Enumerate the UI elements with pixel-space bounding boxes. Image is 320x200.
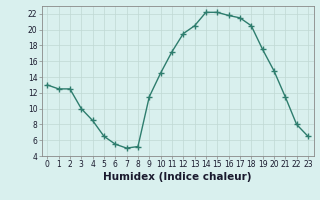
X-axis label: Humidex (Indice chaleur): Humidex (Indice chaleur): [103, 172, 252, 182]
